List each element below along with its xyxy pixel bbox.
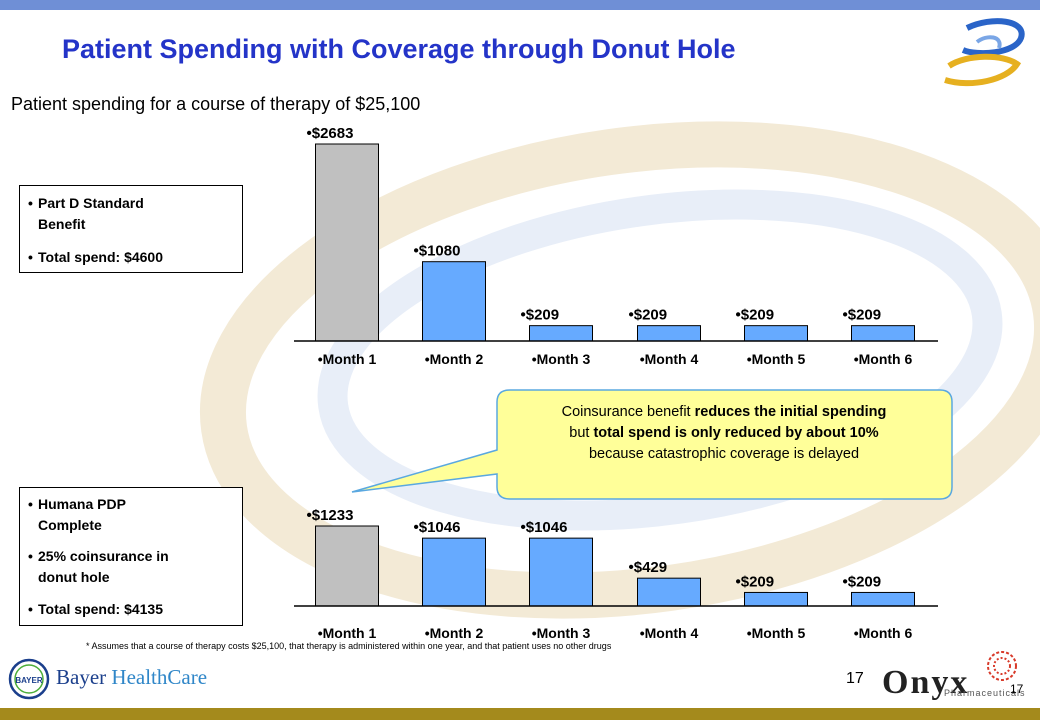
- top-accent-bar: [0, 0, 1040, 10]
- swirl-logo: [944, 18, 1025, 87]
- legend-item-plan-name: Part D Standard Benefit: [28, 193, 144, 235]
- bar-value-label: •$1046: [414, 519, 461, 536]
- bar-value-label: •$209: [843, 573, 882, 590]
- bar-value-label: •$429: [629, 559, 668, 576]
- legend-item-coinsurance: 25% coinsurance in donut hole: [28, 546, 169, 588]
- bar-2-4: [637, 577, 701, 607]
- bar-value-label: •$209: [736, 573, 775, 590]
- bayer-cross-logo: BAYER: [8, 658, 50, 700]
- bar-value-label: •$1233: [307, 507, 354, 524]
- onyx-wordmark: Onyx: [882, 664, 970, 701]
- footnote: * Assumes that a course of therapy costs…: [86, 641, 612, 651]
- legend-item-total-spend: Total spend: $4600: [28, 247, 163, 268]
- bar-1-6: [851, 325, 915, 342]
- legend-item-plan-name: Humana PDP Complete: [28, 494, 126, 536]
- bar-1-1: [315, 143, 379, 342]
- bottom-accent-bar: [0, 708, 1040, 720]
- x-tick-label: •Month 4: [640, 351, 699, 367]
- x-tick-label: •Month 2: [425, 625, 484, 641]
- x-tick-label: •Month 3: [532, 625, 591, 641]
- bar-1-2: [422, 261, 486, 342]
- bayer-healthcare-wordmark: Bayer HealthCare: [56, 665, 208, 689]
- x-tick-label: •Month 5: [747, 351, 806, 367]
- callout-text: Coinsurance benefit reduces the initial …: [561, 404, 887, 462]
- bar-2-2: [422, 537, 486, 607]
- bar-2-1: [315, 525, 379, 607]
- slide-subtitle: Patient spending for a course of therapy…: [11, 94, 421, 114]
- svg-text:BAYER: BAYER: [15, 676, 42, 685]
- bar-value-label: •$209: [736, 307, 775, 324]
- onyx-subtitle: Pharmaceuticals: [944, 688, 1026, 698]
- page-number-small: 17: [1010, 682, 1024, 696]
- bar-value-label: •$1046: [521, 519, 568, 536]
- x-tick-label: •Month 1: [318, 351, 377, 367]
- bar-value-label: •$209: [521, 307, 560, 324]
- x-tick-label: •Month 3: [532, 351, 591, 367]
- x-tick-label: •Month 2: [425, 351, 484, 367]
- bar-2-5: [744, 591, 808, 607]
- bar-value-label: •$209: [843, 307, 882, 324]
- bar-1-3: [529, 325, 593, 342]
- x-tick-label: •Month 6: [854, 351, 913, 367]
- slide-title: Patient Spending with Coverage through D…: [62, 34, 736, 64]
- legend-part-d: Part D Standard Benefit Total spend: $46…: [19, 185, 243, 273]
- bar-2-3: [529, 537, 593, 607]
- x-tick-label: •Month 6: [854, 625, 913, 641]
- bar-value-label: •$209: [629, 307, 668, 324]
- bar-1-5: [744, 325, 808, 342]
- bar-1-4: [637, 325, 701, 342]
- callout-bubble: [351, 389, 953, 500]
- bar-2-6: [851, 591, 915, 607]
- bar-value-label: •$2683: [307, 125, 354, 142]
- legend-item-total-spend: Total spend: $4135: [28, 599, 163, 620]
- x-tick-label: •Month 1: [318, 625, 377, 641]
- onyx-sphere-icon: [987, 651, 1017, 681]
- page-number: 17: [846, 670, 864, 687]
- bar-value-label: •$1080: [414, 243, 461, 260]
- legend-humana: Humana PDP Complete 25% coinsurance in d…: [19, 487, 243, 626]
- x-tick-label: •Month 4: [640, 625, 699, 641]
- x-tick-label: •Month 5: [747, 625, 806, 641]
